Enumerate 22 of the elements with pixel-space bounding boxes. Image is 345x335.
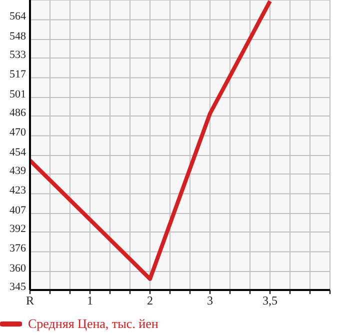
line-series bbox=[30, 0, 272, 281]
y-tick-label: 454 bbox=[10, 146, 26, 158]
y-tick-label: 548 bbox=[10, 30, 26, 42]
x-tick-label: 2 bbox=[147, 294, 153, 308]
y-tick-label: 533 bbox=[10, 48, 26, 61]
x-tick-label: 1 bbox=[87, 294, 93, 308]
y-tick-label: 376 bbox=[10, 242, 26, 255]
y-tick-label: 564 bbox=[10, 10, 26, 23]
x-tick-label: 3,5 bbox=[262, 294, 278, 308]
y-tick-label: 407 bbox=[10, 204, 26, 216]
y-tick-label: 486 bbox=[10, 106, 26, 119]
y-tick-label: 423 bbox=[10, 184, 26, 197]
y-tick-label: 517 bbox=[10, 68, 26, 81]
y-tick-label: 470 bbox=[10, 126, 26, 139]
y-tick-label: 501 bbox=[10, 88, 26, 100]
x-tick-label: R bbox=[26, 294, 34, 308]
y-tick-label: 392 bbox=[10, 222, 26, 235]
legend-label: Средняя Цена, тыс. йен bbox=[28, 316, 158, 332]
x-tick-label: 3 bbox=[207, 294, 213, 308]
y-tick-label: 345 bbox=[10, 280, 26, 293]
y-tick-label: 439 bbox=[10, 164, 26, 177]
y-tick-label: 360 bbox=[10, 262, 26, 274]
